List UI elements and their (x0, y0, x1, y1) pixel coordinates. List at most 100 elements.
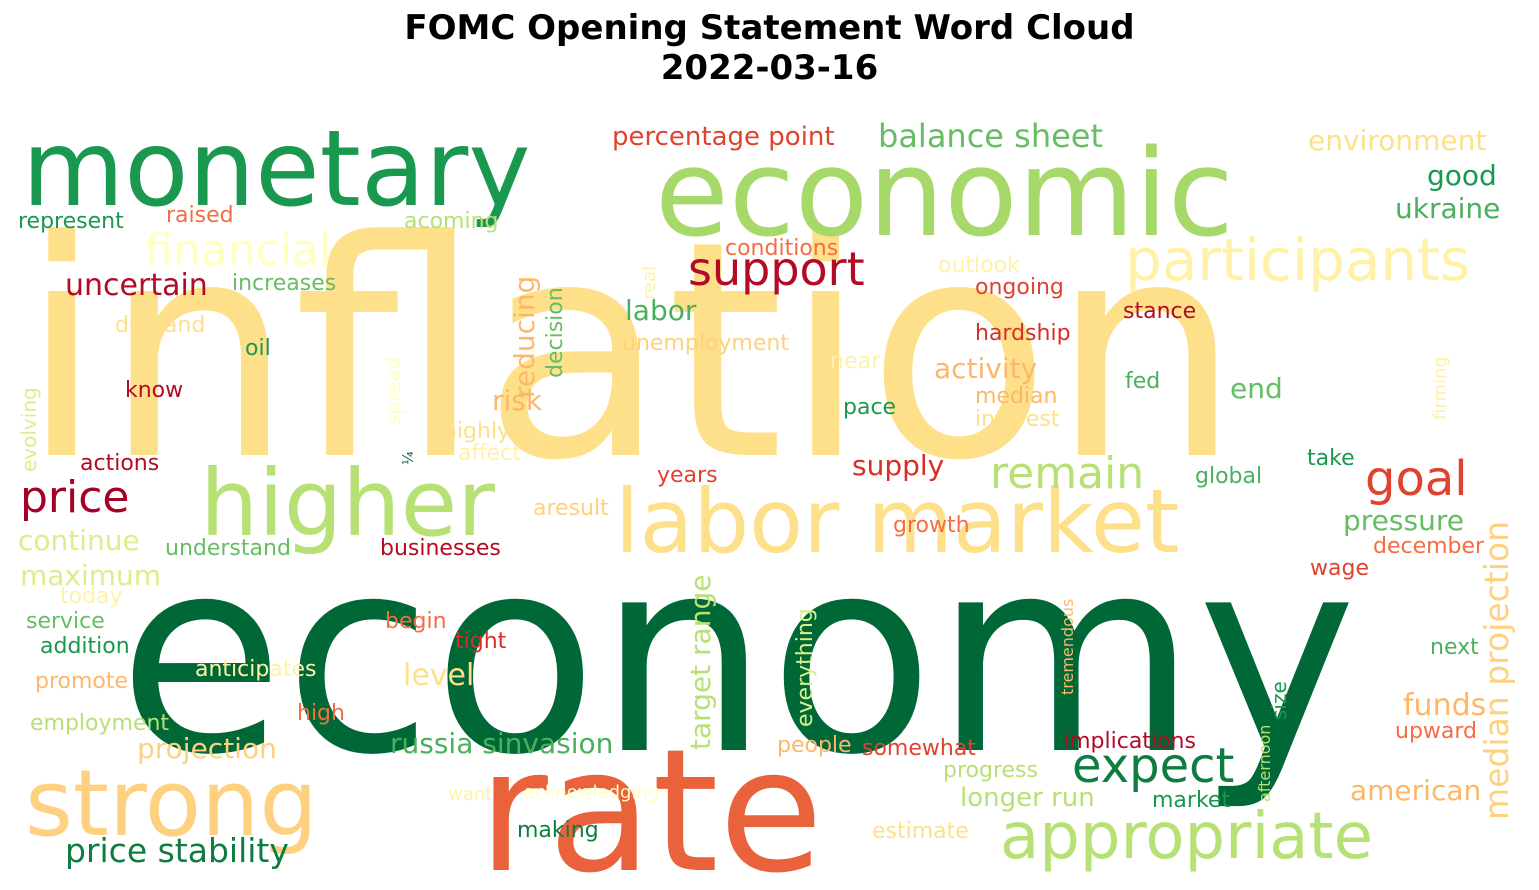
word-support: support (688, 242, 865, 296)
word-uncertain: uncertain (65, 268, 208, 303)
word-american: american (1350, 774, 1481, 807)
word-conditions: conditions (725, 236, 838, 261)
word-aresult: aresult (533, 496, 609, 521)
word-promote: promote (35, 669, 128, 694)
word-maximum: maximum (20, 559, 161, 592)
word-interest: interest (975, 407, 1060, 432)
word-percentage-point: percentage point (612, 122, 835, 152)
word-supply: supply (852, 449, 944, 482)
word-financial: financial (145, 225, 331, 276)
word-activity: activity (934, 352, 1037, 385)
word-spread: spread (381, 357, 405, 425)
word-wage: wage (1310, 556, 1369, 581)
word-monetary: monetary (22, 108, 531, 230)
word-balance-sheet: balance sheet (878, 117, 1103, 155)
word-afternoon: afternoon (1255, 725, 1274, 802)
word-people: people (777, 733, 852, 758)
word-russia-sinvasion: russia sinvasion (390, 727, 613, 760)
word-represent: represent (18, 209, 124, 234)
word-symbol: ¼ (401, 451, 417, 465)
word-actions: actions (80, 451, 159, 476)
word-next: next (1430, 635, 1479, 660)
word-demand: demand (115, 313, 205, 338)
word-ongoing: ongoing (975, 275, 1064, 300)
word-years: years (657, 463, 718, 488)
word-service: service (26, 609, 105, 634)
word-anticipates: anticipates (195, 657, 316, 682)
chart-title: FOMC Opening Statement Word Cloud 2022-0… (0, 8, 1539, 88)
word-reducing: reducing (508, 276, 541, 398)
word-acoming: acoming (404, 209, 499, 234)
word-participants: participants (1125, 226, 1470, 294)
word-unemployment: unemployment (622, 331, 789, 356)
word-economy: economy (118, 499, 1357, 814)
word-progress: progress (943, 758, 1038, 783)
word-target-range: target range (684, 575, 717, 750)
word-real: real (639, 266, 660, 300)
word-oil: oil (245, 336, 271, 361)
word-take: take (1307, 446, 1355, 471)
title-line-1: FOMC Opening Statement Word Cloud (404, 8, 1135, 48)
word-increases: increases (232, 271, 336, 296)
word-environment: environment (1308, 124, 1486, 157)
word-acknowledging: acknowledging (524, 782, 659, 803)
word-good: good (1427, 159, 1497, 192)
word-economic: economic (655, 125, 1234, 264)
word-longer-run: longer run (960, 783, 1095, 813)
word-growth: growth (893, 513, 970, 538)
word-raised: raised (166, 203, 234, 228)
word-addition: addition (40, 634, 130, 659)
word-hardship: hardship (975, 321, 1071, 346)
word-highly: highly (443, 419, 510, 444)
word-decision: decision (543, 287, 568, 378)
word-estimate: estimate (872, 819, 969, 844)
word-everything: everything (793, 608, 818, 727)
word-strong: strong (25, 750, 318, 857)
word-today: today (60, 584, 123, 609)
word-inflation: inflation (20, 177, 1241, 526)
word-tremendous: tremendous (1058, 599, 1077, 695)
word-market: market (1152, 788, 1230, 813)
word-price: price (20, 472, 130, 523)
word-evolving: evolving (17, 387, 41, 472)
word-understand: understand (165, 536, 291, 561)
word-size: size (1267, 681, 1291, 720)
word-labor: labor (625, 294, 697, 327)
word-appropriate: appropriate (1000, 800, 1373, 874)
word-businesses: businesses (380, 536, 501, 561)
word-outlook: outlook (938, 253, 1020, 278)
word-goal: goal (1365, 451, 1468, 507)
word-affect: affect (458, 441, 521, 466)
word-employment: employment (30, 711, 169, 736)
word-median-projection: median projection (1477, 521, 1516, 820)
word-labor-market: labor market (615, 470, 1180, 573)
word-end: end (1230, 372, 1283, 405)
word-firming: firming (1430, 356, 1451, 420)
word-remain: remain (990, 448, 1144, 499)
word-ukraine: ukraine (1395, 192, 1500, 225)
word-making: making (517, 818, 599, 843)
word-upward: upward (1395, 719, 1477, 744)
word-pace: pace (843, 395, 896, 420)
word-want: want (448, 784, 492, 805)
word-higher: higher (200, 450, 495, 557)
word-price-stability: price stability (65, 831, 289, 870)
word-stance: stance (1123, 299, 1196, 324)
word-risk: risk (492, 384, 543, 417)
word-begin: begin (385, 609, 447, 634)
word-rate: rate (478, 713, 823, 890)
word-funds: funds (1403, 688, 1486, 723)
word-projection: projection (137, 732, 277, 765)
word-somewhat: somewhat (862, 736, 976, 761)
word-continue: continue (18, 524, 140, 557)
word-december: december (1373, 534, 1485, 559)
word-know: know (125, 378, 183, 403)
word-median: median (975, 384, 1057, 409)
word-global: global (1195, 464, 1262, 489)
word-high: high (297, 701, 345, 726)
word-near: near (830, 349, 881, 374)
word-tight: tight (455, 629, 507, 654)
word-expect: expect (1072, 738, 1234, 794)
word-implications: implications (1063, 729, 1196, 754)
